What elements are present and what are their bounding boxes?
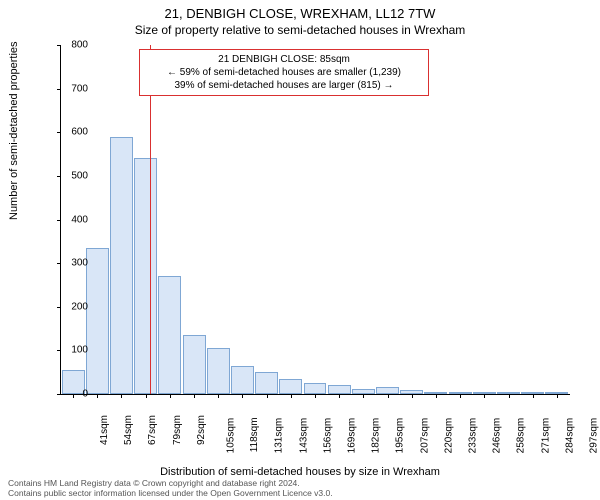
y-tick-label: 400 [58,214,88,225]
y-tick-label: 800 [58,40,88,51]
histogram-bar [134,158,157,394]
x-tick-mark [484,394,485,398]
annotation-line: ← 59% of semi-detached houses are smalle… [146,66,422,79]
x-tick-mark [315,394,316,398]
histogram-bar [328,385,351,394]
histogram-bar [158,276,181,394]
x-tick-mark [170,394,171,398]
x-tick-label: 131sqm [274,418,285,454]
histogram-bar [231,366,254,394]
x-tick-mark [242,394,243,398]
attribution-line: Contains public sector information licen… [8,488,333,498]
x-tick-mark [557,394,558,398]
x-tick-label: 92sqm [196,415,207,445]
y-tick-label: 600 [58,127,88,138]
y-axis-label: Number of semi-detached properties [8,41,20,220]
x-tick-label: 207sqm [419,418,430,454]
chart-subtitle: Size of property relative to semi-detach… [0,21,600,37]
x-tick-mark [339,394,340,398]
annotation-box: 21 DENBIGH CLOSE: 85sqm← 59% of semi-det… [139,49,429,96]
y-tick-label: 500 [58,170,88,181]
annotation-line: 21 DENBIGH CLOSE: 85sqm [146,53,422,66]
x-tick-label: 105sqm [226,418,237,454]
x-tick-label: 271sqm [540,418,551,454]
x-tick-mark [218,394,219,398]
attribution: Contains HM Land Registry data © Crown c… [8,478,333,498]
histogram-bar [207,348,230,394]
x-tick-label: 258sqm [516,418,527,454]
y-tick-label: 300 [58,258,88,269]
x-tick-label: 195sqm [395,418,406,454]
histogram-bar [110,137,133,394]
x-tick-label: 284sqm [564,418,575,454]
x-tick-label: 246sqm [492,418,503,454]
x-tick-mark [267,394,268,398]
x-tick-mark [291,394,292,398]
x-tick-mark [509,394,510,398]
x-tick-mark [146,394,147,398]
x-tick-label: 41sqm [99,415,110,445]
histogram-bar [279,379,302,394]
histogram-bar [304,383,327,394]
x-tick-mark [363,394,364,398]
y-tick-label: 0 [58,389,88,400]
x-tick-mark [436,394,437,398]
x-tick-label: 297sqm [588,418,599,454]
x-tick-mark [388,394,389,398]
y-tick-label: 200 [58,301,88,312]
x-tick-label: 67sqm [147,415,158,445]
chart-container: 21, DENBIGH CLOSE, WREXHAM, LL12 7TW Siz… [0,0,600,500]
x-tick-mark [533,394,534,398]
chart-title: 21, DENBIGH CLOSE, WREXHAM, LL12 7TW [0,0,600,21]
x-tick-label: 220sqm [443,418,454,454]
histogram-bar [255,372,278,394]
x-tick-label: 54sqm [123,415,134,445]
x-axis-label: Distribution of semi-detached houses by … [0,466,600,478]
x-tick-mark [97,394,98,398]
y-tick-label: 100 [58,345,88,356]
x-tick-label: 182sqm [371,418,382,454]
x-tick-label: 79sqm [172,415,183,445]
x-tick-label: 143sqm [298,418,309,454]
annotation-line: 39% of semi-detached houses are larger (… [146,79,422,92]
histogram-bar [86,248,109,394]
y-tick-label: 700 [58,83,88,94]
x-tick-mark [121,394,122,398]
x-tick-mark [194,394,195,398]
x-tick-mark [460,394,461,398]
x-tick-label: 233sqm [468,418,479,454]
histogram-bar [183,335,206,394]
attribution-line: Contains HM Land Registry data © Crown c… [8,478,333,488]
x-tick-mark [412,394,413,398]
x-tick-label: 169sqm [347,418,358,454]
x-tick-label: 156sqm [322,418,333,454]
plot-area: 41sqm54sqm67sqm79sqm92sqm105sqm118sqm131… [60,45,570,395]
property-marker-line [150,45,151,394]
x-tick-label: 118sqm [249,417,260,452]
